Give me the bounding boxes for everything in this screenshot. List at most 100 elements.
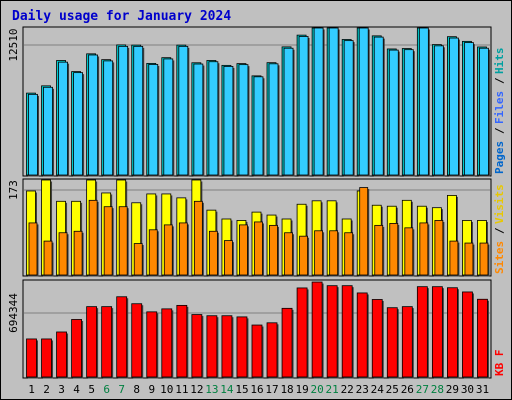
bar-sites-day-15 (239, 224, 248, 276)
bar-sites-day-11 (178, 222, 188, 276)
bar-files-day-17 (268, 63, 279, 176)
x-tick-label-day-23: 23 (356, 383, 369, 396)
bar-kbf-day-27 (416, 286, 428, 378)
bar-files-day-22 (343, 40, 354, 176)
bar-files-day-4 (73, 72, 83, 176)
bar-sites-day-5 (88, 199, 98, 276)
x-tick-label-day-14: 14 (220, 383, 234, 396)
bar-kbf-day-24 (371, 299, 383, 378)
bar-sites-day-3 (58, 232, 68, 276)
bar-files-day-20 (313, 27, 324, 176)
bar-files-day-8 (133, 45, 144, 176)
bar-sites-day-10 (163, 224, 173, 276)
bar-files-day-23 (358, 27, 369, 176)
bar-files-day-10 (163, 58, 174, 176)
bar-kbf-day-8 (131, 303, 143, 378)
bar-kbf-day-7 (116, 296, 128, 378)
x-tick-label-day-12: 12 (190, 383, 203, 396)
bar-sites-day-6 (103, 206, 113, 276)
bar-sites-day-20 (314, 230, 324, 276)
legend-item-kb-f: KB F (493, 350, 506, 377)
bar-kbf-day-13 (206, 315, 218, 378)
chart-title: Daily usage for January 2024 (12, 9, 231, 24)
x-tick-label-day-4: 4 (73, 383, 80, 396)
bar-kbf-day-1 (26, 338, 37, 378)
bar-files-day-12 (193, 63, 204, 176)
x-tick-label-day-30: 30 (461, 383, 474, 396)
legend-item-hits: Hits (493, 48, 506, 75)
bar-sites-day-13 (208, 230, 218, 276)
x-tick-label-day-18: 18 (280, 383, 293, 396)
bar-files-day-29 (449, 37, 459, 176)
x-tick-label-day-22: 22 (341, 383, 354, 396)
x-tick-label-day-20: 20 (311, 383, 324, 396)
bar-sites-day-2 (43, 240, 53, 276)
bar-kbf-day-23 (356, 292, 368, 378)
bar-sites-day-14 (224, 240, 233, 276)
bar-files-day-19 (298, 36, 309, 176)
x-tick-label-day-15: 15 (235, 383, 248, 396)
bar-kbf-day-16 (251, 324, 263, 378)
bar-kbf-day-31 (477, 298, 488, 378)
bar-files-day-16 (253, 76, 264, 176)
bar-files-day-15 (238, 64, 249, 176)
panel-kbf: 694344 KB F (7, 279, 506, 379)
x-tick-label-day-1: 1 (28, 383, 35, 396)
bar-kbf-day-29 (447, 287, 458, 378)
bar-kbf-day-15 (236, 316, 248, 378)
legend-item-pages: Pages (493, 141, 506, 174)
bar-kbf-day-3 (56, 331, 67, 378)
bar-kbf-day-10 (161, 308, 173, 378)
x-axis-labels: 1 2 3 4 5 6 7 8 9 10 11 12 13 14 15 16 17 18 19 20 21 22 23 24 2… (28, 383, 489, 396)
bar-sites-day-30 (464, 242, 474, 276)
x-tick-label-day-29: 29 (446, 383, 459, 396)
y-max-label: 12510 (7, 28, 20, 61)
x-tick-label-day-5: 5 (88, 383, 95, 396)
bar-sites-day-16 (254, 221, 263, 276)
y-max-label: 694344 (7, 293, 20, 333)
x-tick-label-day-11: 11 (175, 383, 188, 396)
x-tick-label-day-27: 27 (416, 383, 429, 396)
bar-sites-day-21 (329, 230, 339, 276)
bar-sites-day-23 (359, 187, 369, 276)
legend-separator: / (493, 127, 506, 134)
bar-files-day-28 (433, 45, 444, 176)
bar-files-day-24 (373, 36, 384, 176)
x-tick-label-day-24: 24 (371, 383, 385, 396)
bar-kbf-day-30 (462, 291, 473, 378)
x-tick-label-day-28: 28 (431, 383, 444, 396)
y-max-label: 173 (7, 180, 20, 200)
legend-kbf: KB F (493, 350, 506, 377)
bar-files-day-1 (28, 93, 38, 176)
bar-sites-day-7 (118, 206, 128, 276)
x-tick-label-day-13: 13 (205, 383, 218, 396)
bar-files-day-9 (148, 64, 159, 176)
panel-visits-sites: 173 Sites / Visits (7, 178, 506, 277)
bar-sites-day-1 (28, 222, 38, 276)
x-tick-label-day-3: 3 (58, 383, 65, 396)
legend-item-visits: Visits (493, 184, 506, 224)
x-tick-label-day-6: 6 (103, 383, 110, 396)
bar-kbf-day-17 (266, 322, 278, 378)
x-tick-label-day-2: 2 (43, 383, 50, 396)
bar-kbf-day-26 (401, 306, 413, 378)
x-tick-label-day-21: 21 (326, 383, 339, 396)
bar-kbf-day-28 (431, 286, 443, 378)
bar-files-day-31 (479, 47, 489, 176)
bar-sites-day-27 (419, 222, 429, 276)
bar-sites-day-31 (479, 242, 489, 276)
bar-kbf-day-18 (281, 307, 293, 378)
bar-sites-day-26 (404, 227, 414, 276)
bar-files-day-3 (58, 61, 68, 176)
bar-kbf-day-5 (86, 306, 98, 378)
x-tick-label-day-16: 16 (250, 383, 263, 396)
bar-files-day-2 (43, 86, 53, 176)
bar-sites-day-4 (73, 230, 83, 276)
bar-files-day-13 (208, 61, 219, 176)
legend-separator: / (493, 227, 506, 234)
x-tick-label-day-26: 26 (401, 383, 414, 396)
bar-kbf-day-4 (71, 319, 82, 378)
bar-files-day-14 (223, 66, 234, 176)
panel-hits-files-pages: 12510 Pages / Files / Hits (7, 26, 506, 177)
bar-kbf-day-12 (191, 314, 203, 378)
